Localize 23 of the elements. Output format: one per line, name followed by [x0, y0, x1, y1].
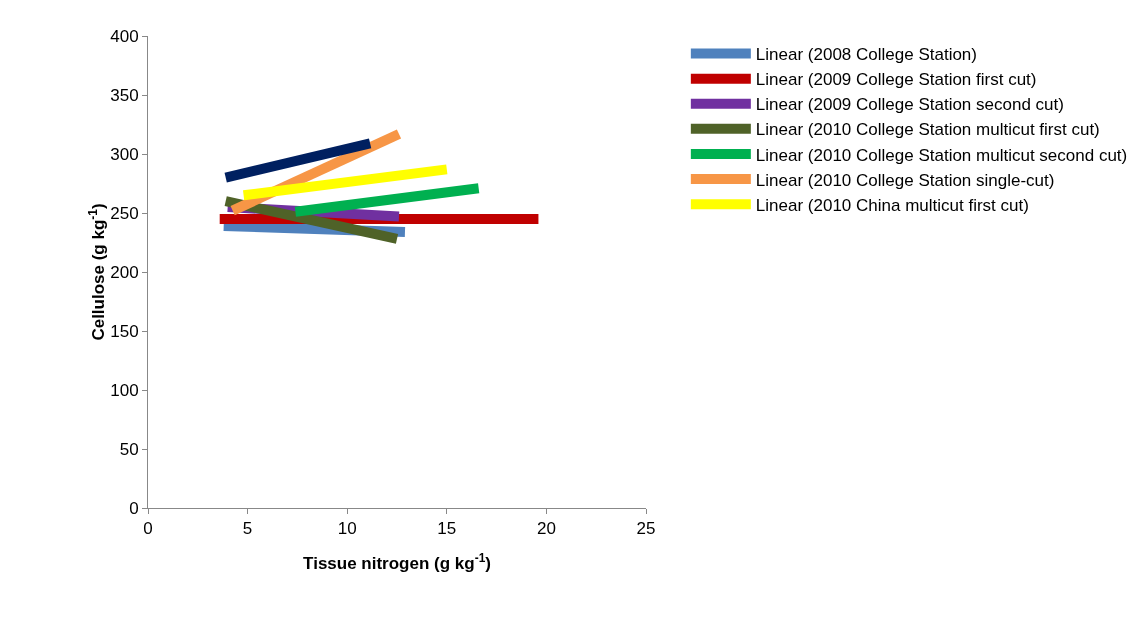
y-tick-label: 400 — [110, 26, 139, 46]
y-tick-label: 50 — [119, 439, 139, 459]
legend-label: Linear (2009 College Station second cut) — [755, 95, 1064, 115]
legend-label: Linear (2010 College Station multicut second cut) — [755, 145, 1128, 165]
x-tick-label: 0 — [143, 519, 153, 539]
x-axis-title: Tissue nitrogen (g kg$^{-1}$) — [303, 550, 491, 573]
y-tick-label: 350 — [110, 85, 139, 105]
y-tick-label: 0 — [129, 498, 139, 518]
x-tick-label: 20 — [536, 519, 556, 539]
legend-label: Linear (2010 College Station single-cut) — [755, 170, 1055, 190]
y-tick-label: 100 — [110, 380, 139, 400]
x-tick-label: 5 — [242, 519, 253, 539]
legend-label: Linear (2008 College Station) — [755, 45, 977, 65]
y-tick-label: 250 — [110, 203, 139, 223]
x-tick-label: 10 — [337, 519, 357, 539]
y-tick-label: 300 — [110, 144, 139, 164]
legend-label: Linear (2009 College Station first cut) — [755, 70, 1037, 90]
x-tick-label: 15 — [437, 519, 457, 539]
x-tick-label: 25 — [636, 519, 656, 539]
legend-label: Linear (2010 China multicut first cut) — [755, 195, 1029, 215]
y-tick-label: 150 — [110, 321, 139, 341]
y-tick-label: 200 — [110, 262, 139, 282]
legend-label: Linear (2010 College Station multicut first cut) — [755, 120, 1100, 140]
